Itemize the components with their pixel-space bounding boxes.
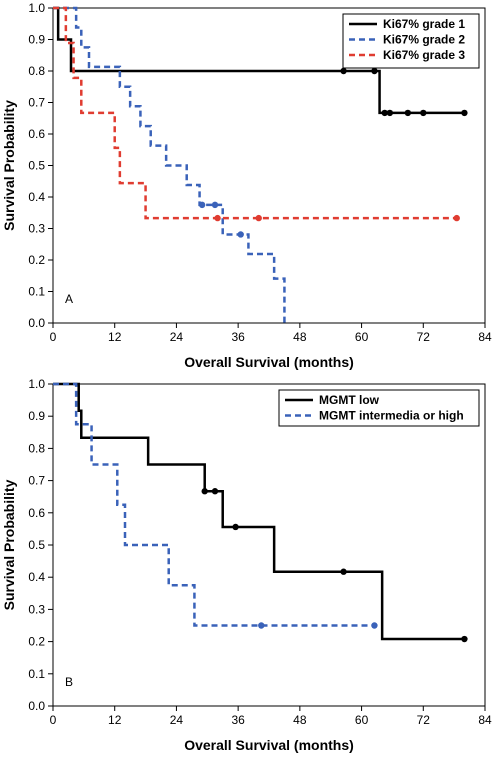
y-tick-label: 0.4 — [28, 190, 45, 204]
panel-label: B — [65, 675, 73, 689]
x-tick-label: 36 — [231, 330, 245, 344]
y-tick-label: 0.6 — [28, 506, 45, 520]
censor-point — [461, 109, 468, 117]
x-tick-label: 24 — [170, 713, 184, 727]
x-tick-label: 72 — [417, 330, 431, 344]
y-tick-label: 0.7 — [28, 474, 45, 488]
x-tick-label: 48 — [293, 330, 307, 344]
x-tick-label: 12 — [108, 713, 122, 727]
legend-label: MGMT intermedia or high — [319, 409, 464, 423]
censor-point — [404, 109, 412, 117]
series-line-mgmt-intermedia-or-high — [53, 382, 375, 627]
censor-point — [461, 635, 468, 643]
censor-point — [211, 488, 219, 495]
x-tick-label: 0 — [50, 330, 57, 344]
y-axis-title: Survival Probability — [1, 100, 17, 231]
censor-point — [340, 67, 347, 75]
x-axis-title: Overall Survival (months) — [184, 737, 354, 753]
legend-label: Ki67% grade 3 — [383, 48, 465, 62]
y-tick-label: 0.6 — [28, 127, 45, 141]
censor-point — [201, 488, 208, 495]
y-tick-label: 0.4 — [28, 570, 45, 584]
censor-point — [371, 67, 378, 75]
x-axis-title: Overall Survival (months) — [184, 354, 354, 370]
censor-point — [232, 523, 239, 531]
y-tick-label: 0.3 — [28, 602, 45, 616]
x-tick-label: 60 — [355, 330, 369, 344]
x-tick-label: 0 — [50, 713, 57, 727]
x-tick-label: 48 — [293, 713, 307, 727]
panel-b: 0 12 24 36 48 60 72 84 0.0 0.1 0.2 0.3 0.4 0.5 0.6 0.7 0… — [1, 377, 492, 753]
x-tick-label: 84 — [478, 713, 492, 727]
x-tick-label: 84 — [478, 330, 492, 344]
legend-box — [278, 389, 480, 427]
legend: MGMT low MGMT intermedia or high — [278, 389, 480, 427]
y-tick-label: 0.2 — [28, 253, 45, 267]
panel-a: 0 12 24 36 48 60 72 84 0.0 0.1 0.2 0.3 0.4 0.5 0.6 0.7 0… — [1, 1, 492, 370]
y-tick-label: 0.8 — [28, 64, 45, 78]
y-tick-label: 0.0 — [28, 699, 45, 713]
censor-point — [371, 622, 378, 629]
censor-point — [381, 109, 388, 117]
series-line-ki67-grade-1 — [53, 6, 465, 115]
censor-point — [340, 568, 347, 575]
y-tick-label: 0.3 — [28, 222, 45, 236]
y-tick-label: 1.0 — [28, 1, 45, 15]
x-tick-label: 72 — [417, 713, 431, 727]
censor-point — [386, 109, 394, 117]
censor-point — [211, 201, 219, 209]
y-tick-label: 0.5 — [28, 159, 45, 173]
censor-point — [453, 214, 460, 222]
legend-label: Ki67% grade 2 — [383, 33, 465, 47]
censor-point — [198, 201, 206, 209]
y-tick-label: 0.8 — [28, 441, 45, 455]
series-line-ki67-grade-2 — [53, 6, 286, 323]
censor-point — [255, 214, 262, 222]
y-tick-label: 0.1 — [28, 285, 45, 299]
x-tick-label: 36 — [231, 713, 245, 727]
censor-point — [237, 231, 244, 238]
y-tick-label: 0.1 — [28, 667, 45, 681]
y-tick-label: 1.0 — [28, 377, 45, 391]
y-tick-label: 0.5 — [28, 538, 45, 552]
y-tick-label: 0.9 — [28, 409, 45, 423]
series-line-ki67-grade-3 — [53, 6, 457, 220]
y-tick-label: 0.7 — [28, 96, 45, 110]
series-line-mgmt-low — [53, 382, 465, 641]
censor-point — [420, 109, 427, 117]
y-tick-label: 0.0 — [28, 316, 45, 330]
panel-label: A — [65, 292, 73, 306]
plot-frame — [52, 383, 486, 707]
y-tick-label: 0.9 — [28, 33, 45, 47]
legend-label: MGMT low — [319, 393, 380, 407]
x-tick-label: 60 — [355, 713, 369, 727]
x-tick-label: 12 — [108, 330, 122, 344]
censor-point — [214, 214, 221, 222]
censor-point — [258, 622, 265, 629]
y-tick-label: 0.2 — [28, 635, 45, 649]
x-tick-label: 24 — [170, 330, 184, 344]
legend-label: Ki67% grade 1 — [383, 17, 465, 31]
y-axis-title: Survival Probability — [1, 479, 17, 610]
